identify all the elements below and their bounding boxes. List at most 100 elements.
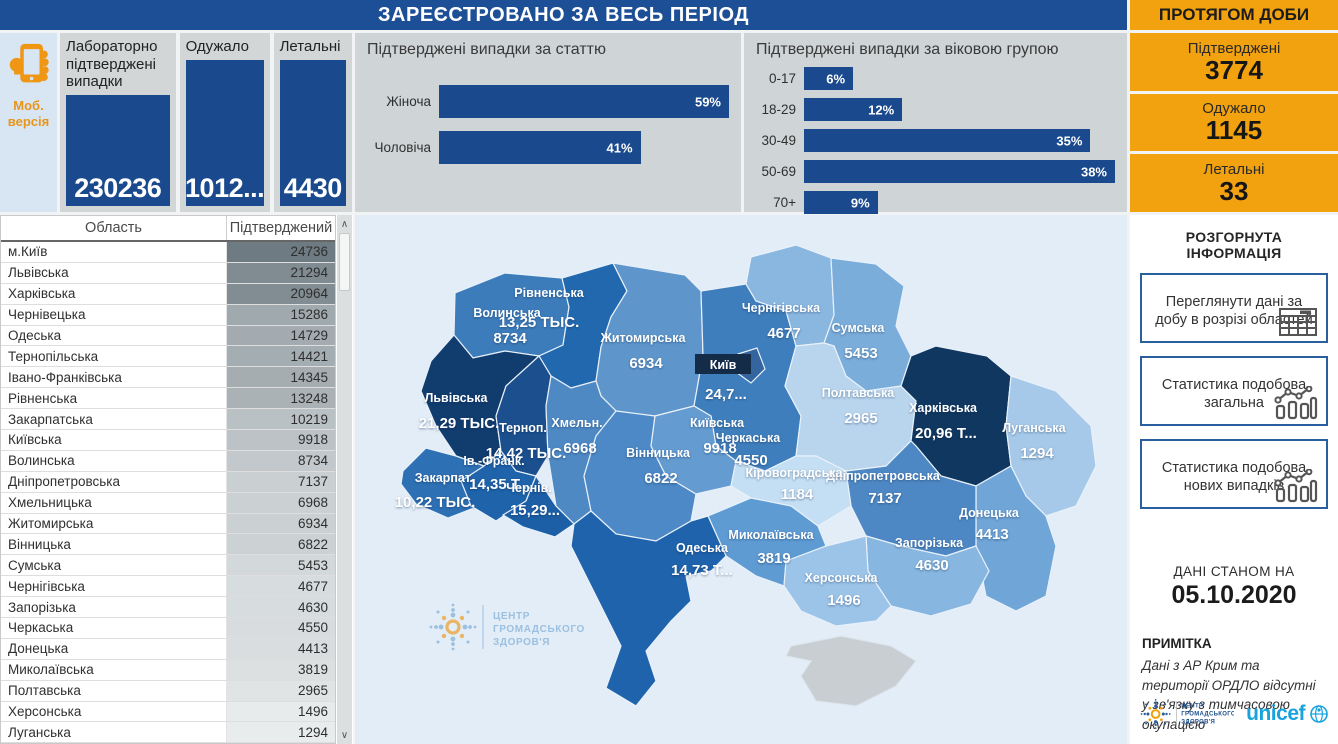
- table-row[interactable]: Харківська 20964: [1, 283, 335, 305]
- bar-category-label: 0-17: [768, 71, 796, 86]
- table-row[interactable]: Чернівецька 15286: [1, 304, 335, 326]
- table-row[interactable]: Черкаська 4550: [1, 618, 335, 639]
- region-value-cell: 6968: [227, 492, 335, 513]
- bar-0-17[interactable]: 6%: [804, 67, 854, 90]
- map-region-volyn[interactable]: [453, 272, 570, 359]
- region-name-cell: Чернігівська: [1, 576, 227, 597]
- table-row[interactable]: Волинська 8734: [1, 450, 335, 472]
- total-card-value: 1012...: [185, 173, 265, 203]
- region-name-cell: Запорізька: [1, 597, 227, 618]
- region-value-cell: 4630: [227, 597, 335, 618]
- table-row[interactable]: Київська 9918: [1, 430, 335, 451]
- region-name-cell: Житомирська: [1, 513, 227, 534]
- table-row[interactable]: Закарпатська 10219: [1, 409, 335, 431]
- daily-card-title: Підтверджені: [1187, 39, 1281, 57]
- table-row[interactable]: Житомирська 6934: [1, 513, 335, 535]
- table-row[interactable]: Сумська 5453: [1, 555, 335, 577]
- info-button-2[interactable]: Статистика подобова нових випадків: [1140, 439, 1328, 509]
- mobile-version-link[interactable]: Моб. версія: [0, 33, 57, 212]
- table-row[interactable]: Донецька 4413: [1, 638, 335, 660]
- bar-Жіноча[interactable]: 59%: [439, 85, 729, 118]
- table-row[interactable]: Тернопільська 14421: [1, 346, 335, 368]
- bar-row-18-29: 18-29 12%: [756, 98, 1115, 121]
- daily-card-1[interactable]: Одужало 1145: [1130, 93, 1338, 152]
- region-name-cell: Дніпропетровська: [1, 471, 227, 492]
- table-header-region[interactable]: Область: [1, 216, 227, 240]
- region-name-cell: Чернівецька: [1, 304, 227, 325]
- map-region-odesa[interactable]: [570, 510, 727, 707]
- table-row[interactable]: Вінницька 6822: [1, 534, 335, 556]
- total-card-bar: 4430: [279, 59, 346, 206]
- age-bars: 0-17 6% 18-29 12% 30-49 35% 50-69 38% 70+ 9%: [756, 67, 1115, 214]
- map-region-cherkasy[interactable]: [650, 405, 737, 495]
- region-value-cell: 7137: [227, 471, 335, 492]
- map-region-kirovohrad[interactable]: [730, 455, 852, 527]
- table-scrollbar[interactable]: ∧ ∨: [337, 215, 352, 744]
- region-name-cell: Сумська: [1, 555, 227, 576]
- total-card-1[interactable]: Одужало 1012...: [179, 33, 270, 212]
- table-row[interactable]: Запорізька 4630: [1, 597, 335, 619]
- daily-card-2[interactable]: Летальні 33: [1130, 154, 1338, 213]
- total-card-value: 230236: [74, 173, 162, 203]
- region-name-cell: Черкаська: [1, 618, 227, 638]
- bar-value-label: 9%: [850, 195, 870, 210]
- region-value-cell: 1294: [227, 722, 335, 743]
- map-region-kherson[interactable]: [783, 535, 892, 627]
- table-row[interactable]: Миколаївська 3819: [1, 659, 335, 681]
- bar-track: 38%: [804, 160, 1115, 183]
- svg-text:ГРОМАДСЬКОГО: ГРОМАДСЬКОГО: [1181, 712, 1234, 718]
- region-value-cell: 2965: [227, 680, 335, 701]
- map-region-chernivtsi[interactable]: [501, 474, 575, 538]
- map-region-luhansk[interactable]: [1005, 375, 1097, 517]
- bar-value-label: 41%: [606, 140, 633, 155]
- bar-18-29[interactable]: 12%: [804, 98, 903, 121]
- region-value-cell: 8734: [227, 450, 335, 471]
- bar-50-69[interactable]: 38%: [804, 160, 1115, 183]
- region-name-cell: м.Київ: [1, 242, 227, 262]
- svg-text:ЦЕНТР: ЦЕНТР: [493, 611, 530, 622]
- region-value-cell: 9918: [227, 430, 335, 450]
- table-row[interactable]: Одеська 14729: [1, 325, 335, 347]
- table-row[interactable]: Херсонська 1496: [1, 701, 335, 723]
- scroll-down-icon[interactable]: ∨: [340, 729, 349, 741]
- region-name-cell: Луганська: [1, 722, 227, 743]
- table-row[interactable]: Полтавська 2965: [1, 680, 335, 702]
- scrollbar-thumb[interactable]: [339, 233, 350, 291]
- bar-category-label: Жіноча: [386, 94, 431, 109]
- region-name-cell: Тернопільська: [1, 346, 227, 367]
- table-icon: [1279, 308, 1317, 336]
- table-row[interactable]: Хмельницька 6968: [1, 492, 335, 514]
- table-row[interactable]: Чернігівська 4677: [1, 576, 335, 598]
- info-button-0[interactable]: Переглянути дані за добу в розрізі облас…: [1140, 273, 1328, 343]
- table-row[interactable]: м.Київ 24736: [1, 242, 335, 263]
- region-name-cell: Київська: [1, 430, 227, 450]
- region-name-cell: Івано-Франківська: [1, 367, 227, 388]
- table-row[interactable]: Луганська 1294: [1, 722, 335, 744]
- total-card-0[interactable]: Лабораторно підтверджені випадки 230236: [60, 33, 176, 212]
- daily-card-0[interactable]: Підтверджені 3774: [1130, 33, 1338, 91]
- map-region-ivano_frankivsk[interactable]: [460, 450, 537, 522]
- table-row[interactable]: Львівська 21294: [1, 262, 335, 284]
- region-name-cell: Рівненська: [1, 388, 227, 409]
- info-button-1[interactable]: Статистика подобова загальна: [1140, 356, 1328, 426]
- table-body: м.Київ 24736 Львівська 21294 Харківська 20964…: [1, 242, 335, 744]
- bar-70+[interactable]: 9%: [804, 191, 878, 214]
- table-row[interactable]: Дніпропетровська 7137: [1, 471, 335, 493]
- bar-Чоловіча[interactable]: 41%: [439, 131, 641, 164]
- region-name-cell: Львівська: [1, 262, 227, 283]
- bar-category-label: Чоловіча: [374, 140, 431, 155]
- table-row[interactable]: Івано-Франківська 14345: [1, 367, 335, 389]
- table-row[interactable]: Рівненська 13248: [1, 388, 335, 410]
- total-card-2[interactable]: Летальні 4430: [273, 33, 352, 212]
- region-value-cell: 15286: [227, 304, 335, 325]
- total-card-bar: 230236: [66, 95, 170, 206]
- total-card-value: 4430: [283, 173, 343, 203]
- scroll-up-icon[interactable]: ∧: [340, 218, 349, 230]
- phc-logo: ЦЕНТР ГРОМАДСЬКОГО ЗДОРОВ'Я: [1140, 698, 1234, 730]
- bar-30-49[interactable]: 35%: [804, 129, 1091, 152]
- bar-track: 35%: [804, 129, 1115, 152]
- table-header-confirmed[interactable]: Підтверджений: [229, 220, 333, 236]
- bar-row-50-69: 50-69 38%: [756, 160, 1115, 183]
- region-value-cell: 5453: [227, 555, 335, 576]
